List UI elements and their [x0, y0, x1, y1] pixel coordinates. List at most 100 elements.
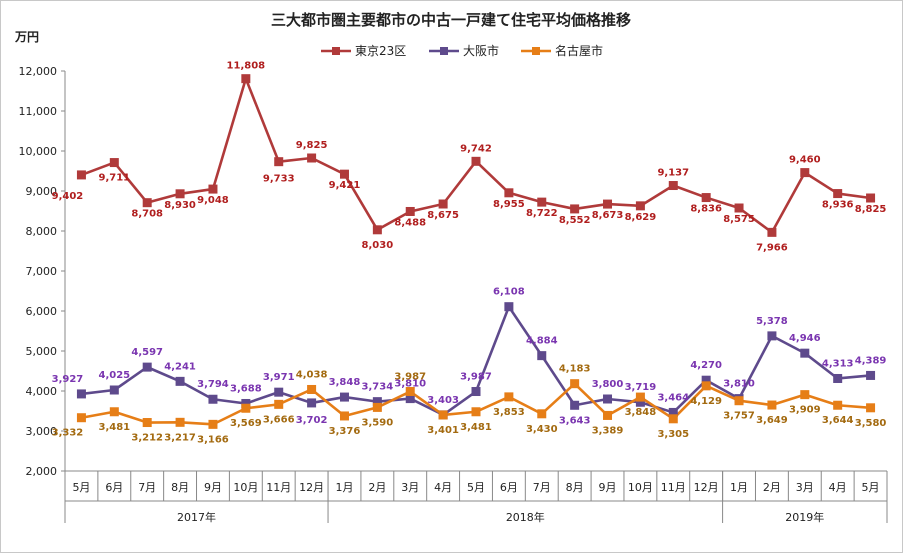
data-point [800, 348, 810, 358]
x-axis: 5月 6月 7月 8月 9月 10月 11月 12月 1月 2月 3月 4月 5月 6月 7月 8月 9月 10月… [64, 470, 888, 524]
data-label: 9,421 [329, 180, 361, 191]
data-point [833, 189, 843, 199]
data-point [142, 362, 152, 372]
y-tick-label: 6,000 [26, 305, 58, 318]
x-tick-label: 12月 [694, 481, 719, 494]
data-point [241, 403, 251, 413]
data-label: 5,378 [756, 316, 788, 327]
data-label: 9,733 [263, 174, 295, 185]
data-label: 3,376 [329, 426, 361, 437]
data-point [767, 400, 777, 410]
year-label: 2017年 [177, 510, 216, 524]
data-label: 3,810 [394, 379, 426, 390]
legend-swatch-marker [440, 47, 448, 55]
data-label: 8,708 [131, 209, 163, 220]
series-markers [76, 74, 876, 429]
data-point [76, 413, 86, 423]
data-label: 8,675 [427, 210, 459, 221]
data-label: 6,108 [493, 287, 525, 298]
data-point [142, 198, 152, 208]
data-point [372, 225, 382, 235]
series-line [81, 305, 871, 417]
data-label: 3,666 [263, 414, 295, 425]
x-tick-label: 10月 [233, 481, 258, 494]
y-tick-label: 5,000 [26, 345, 58, 358]
data-point [109, 158, 119, 168]
legend-swatch-marker [532, 47, 540, 55]
data-label: 3,757 [723, 411, 755, 422]
data-label: 3,217 [164, 432, 196, 443]
chart-title: 三大都市圏主要都市の中古一戸建て住宅平均価格推移 [271, 11, 631, 29]
data-label: 3,734 [362, 382, 394, 393]
data-label: 3,332 [52, 428, 84, 439]
data-point [570, 400, 580, 410]
y-axis-unit: 万円 [14, 30, 39, 44]
data-label: 3,430 [526, 424, 558, 435]
data-label: 3,464 [657, 392, 689, 403]
x-tick-label: 5月 [467, 481, 485, 494]
data-label: 3,389 [592, 425, 624, 436]
data-point [339, 411, 349, 421]
y-tick-label: 4,000 [26, 385, 58, 398]
x-tick-label: 4月 [434, 481, 452, 494]
data-label: 3,719 [625, 382, 657, 393]
data-label: 8,552 [559, 215, 591, 226]
data-point [833, 400, 843, 410]
x-tick-label: 4月 [829, 481, 847, 494]
data-point [109, 385, 119, 395]
data-label: 9,048 [197, 195, 229, 206]
data-label: 8,629 [625, 212, 657, 223]
data-point [208, 184, 218, 194]
x-tick-label: 3月 [401, 481, 419, 494]
data-point [635, 201, 645, 211]
y-tick-label: 11,000 [19, 105, 58, 118]
x-tick-label: 1月 [335, 481, 353, 494]
y-tick-label: 10,000 [19, 145, 58, 158]
data-label: 8,488 [394, 217, 426, 228]
data-point [701, 375, 711, 385]
data-point [76, 170, 86, 180]
data-point [208, 419, 218, 429]
year-label: 2018年 [506, 510, 545, 524]
data-point [471, 407, 481, 417]
data-label: 3,649 [756, 415, 788, 426]
data-label: 3,927 [52, 374, 84, 385]
data-label: 3,794 [197, 379, 229, 390]
data-label: 4,038 [296, 369, 328, 380]
data-point [208, 394, 218, 404]
data-point [241, 74, 251, 84]
data-label: 3,643 [559, 415, 591, 426]
data-point [372, 402, 382, 412]
data-point [76, 389, 86, 399]
data-point [504, 392, 514, 402]
x-tick-label: 8月 [566, 481, 584, 494]
data-label: 4,597 [131, 347, 163, 358]
data-label: 3,853 [493, 407, 525, 418]
data-label: 3,401 [427, 425, 459, 436]
data-label: 4,946 [789, 333, 821, 344]
x-tick-label: 11月 [266, 481, 291, 494]
data-label: 3,590 [362, 417, 394, 428]
data-point [175, 376, 185, 386]
data-point [142, 418, 152, 428]
x-tick-label: 9月 [204, 481, 222, 494]
data-label: 3,688 [230, 383, 262, 394]
data-point [405, 387, 415, 397]
y-tick-label: 9,000 [26, 185, 58, 198]
data-point [603, 410, 613, 420]
y-tick-label: 3,000 [26, 425, 58, 438]
data-point [668, 181, 678, 191]
x-tick-label: 2月 [763, 481, 781, 494]
data-point [109, 407, 119, 417]
data-label: 4,389 [855, 355, 887, 366]
data-point [800, 390, 810, 400]
data-label: 3,166 [197, 434, 229, 445]
data-label: 9,460 [789, 155, 821, 166]
x-tick-label: 5月 [72, 481, 90, 494]
data-point [504, 188, 514, 198]
data-point [537, 197, 547, 207]
data-label: 3,848 [329, 377, 361, 388]
data-label: 3,212 [131, 433, 163, 444]
